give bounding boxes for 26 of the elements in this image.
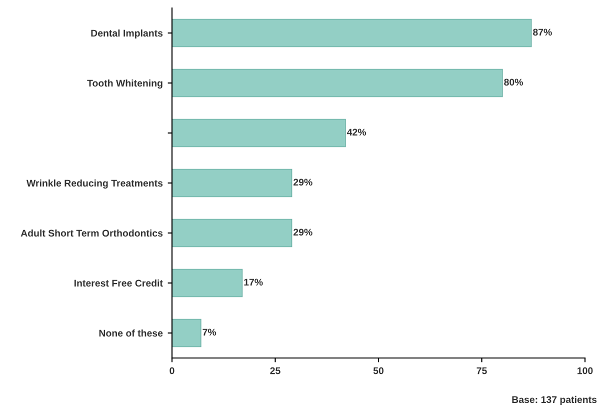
y-tick-label: Dental Implants: [91, 29, 163, 39]
bar: [172, 318, 202, 348]
data-label: 17%: [244, 278, 263, 286]
bar: [172, 268, 243, 298]
y-tick-label: Interest Free Credit: [74, 279, 163, 287]
bar: [172, 218, 292, 248]
text: Base: 137 patients: [512, 396, 597, 405]
data-label: 42%: [346, 128, 366, 136]
bar: [172, 68, 503, 98]
bar: [172, 168, 292, 198]
x-tick-label: 25: [270, 367, 280, 374]
y-tick-label: Wrinkle Reducing Treatments: [26, 179, 163, 189]
y-tick-label: Tooth Whitening: [87, 79, 162, 89]
y-tick-label: None of these: [99, 329, 163, 337]
x-tick-label: 100: [578, 367, 593, 374]
data-label: 7%: [202, 328, 216, 336]
x-tick-label: 0: [170, 367, 174, 374]
data-label: 80%: [504, 78, 523, 86]
x-tick-label: 50: [373, 367, 384, 374]
x-tick-label: 75: [476, 367, 487, 374]
data-label: 29%: [293, 178, 312, 186]
y-tick-label: Adult Short Term Orthodontics: [20, 229, 163, 237]
data-label: 29%: [293, 228, 312, 236]
bar: [172, 18, 532, 48]
data-label: 87%: [533, 28, 552, 36]
bar: [172, 118, 346, 148]
